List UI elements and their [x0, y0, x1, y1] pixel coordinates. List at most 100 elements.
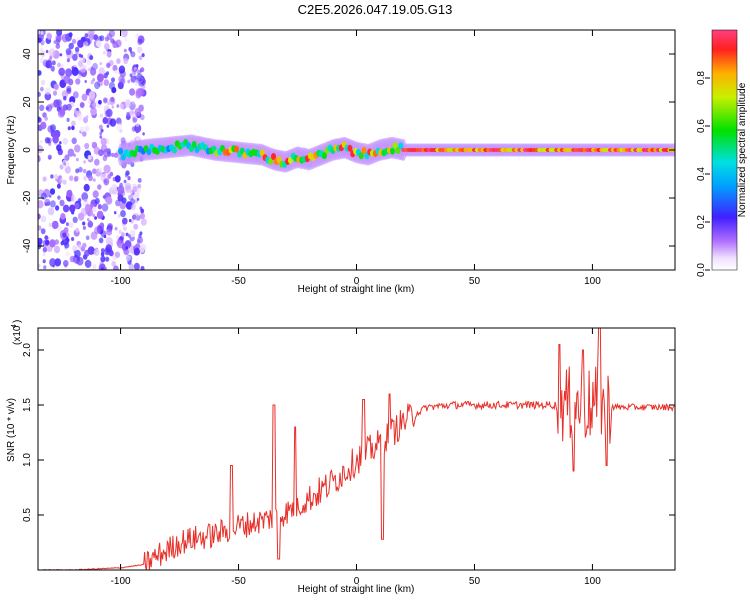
noise-cell	[94, 81, 101, 90]
noise-cell	[85, 115, 89, 119]
noise-cell	[42, 252, 46, 256]
noise-cell	[113, 265, 119, 270]
snr-ticks: -100 -50 0 50 100 0.5 1.0 1.5 2.0	[22, 328, 675, 587]
noise-cell	[114, 251, 121, 258]
noise-cell	[64, 154, 70, 161]
ridge-cell	[389, 147, 395, 155]
noise-cell	[113, 152, 119, 158]
noise-cell	[82, 168, 87, 174]
noise-cell	[111, 77, 115, 83]
noise-cell	[40, 121, 47, 130]
noise-cell	[90, 67, 97, 76]
colorbar-tick-label: 0.0	[696, 263, 707, 277]
noise-cell	[62, 179, 67, 185]
snr-xtick-label: 50	[469, 576, 481, 587]
noise-cell	[71, 120, 76, 127]
noise-cell	[50, 200, 56, 208]
noise-cell	[77, 39, 84, 48]
noise-cell	[38, 37, 42, 43]
noise-cell	[63, 260, 69, 267]
noise-cell	[55, 43, 61, 49]
heatmap-xtick-label: 100	[584, 276, 601, 287]
noise-cell	[120, 65, 124, 70]
noise-cell	[38, 213, 41, 220]
noise-cell	[86, 59, 92, 66]
noise-cell	[82, 225, 86, 230]
noise-cell	[88, 220, 92, 225]
noise-cell	[46, 104, 53, 112]
colorbar-tick-label: 0.6	[696, 119, 707, 133]
snr-xtick-label: -100	[111, 576, 131, 587]
noise-cell	[76, 107, 79, 112]
colorbar-tick-label: 0.8	[696, 71, 707, 85]
noise-cell	[93, 34, 99, 41]
noise-cell	[71, 137, 77, 145]
ridge-cell	[271, 153, 276, 160]
noise-cell	[68, 42, 74, 50]
colorbar-tick-label: 0.2	[696, 215, 707, 229]
noise-cell	[111, 152, 115, 158]
noise-cell	[39, 104, 45, 112]
scale-close-paren: )	[12, 320, 23, 323]
noise-cell	[58, 67, 66, 77]
noise-cell	[51, 220, 59, 230]
noise-cell	[52, 90, 58, 96]
noise-cell	[82, 131, 87, 137]
snr-ylabel: SNR (10 * v/v)	[6, 398, 17, 462]
noise-cell	[99, 135, 103, 139]
snr-ytick-label: 1.0	[22, 453, 33, 467]
noise-cell	[111, 260, 117, 267]
noise-cell	[103, 72, 108, 79]
noise-cell	[96, 40, 102, 48]
noise-cell	[138, 55, 143, 60]
noise-cell	[94, 226, 101, 235]
noise-cell	[140, 67, 145, 73]
noise-cell	[127, 176, 131, 181]
noise-cell	[78, 53, 82, 58]
noise-cell	[90, 107, 97, 116]
noise-cell	[139, 231, 143, 235]
ridge-cell	[276, 156, 282, 164]
noise-cell	[44, 92, 52, 101]
snr-xtick-label: 100	[584, 576, 601, 587]
noise-cell	[88, 100, 91, 104]
noise-cell	[108, 81, 115, 90]
noise-cell	[130, 190, 133, 194]
noise-cell	[114, 175, 121, 183]
noise-cell	[124, 173, 128, 178]
noise-cell	[88, 175, 93, 182]
colorbar-gradient	[711, 29, 738, 271]
ridge-cell	[358, 152, 364, 160]
heatmap-ytick-label: -20	[22, 190, 33, 205]
noise-cell	[56, 183, 61, 189]
noise-cell	[46, 137, 52, 144]
noise-cell	[82, 242, 87, 249]
noise-cell	[84, 259, 92, 268]
snr-ytick-label: 0.5	[22, 508, 33, 522]
noise-cell	[125, 232, 129, 237]
ridge-cell	[268, 157, 274, 165]
noise-cell	[72, 216, 78, 223]
noise-cell	[119, 103, 124, 110]
noise-cell	[65, 48, 72, 56]
noise-cell	[133, 67, 137, 71]
noise-cell	[44, 235, 49, 241]
noise-cell	[74, 249, 81, 258]
noise-cell	[106, 33, 113, 40]
noise-cell	[55, 205, 60, 211]
noise-cell	[102, 195, 106, 199]
noise-cell	[59, 53, 63, 57]
heatmap-xtick-label: 50	[469, 276, 481, 287]
noise-cell	[129, 73, 133, 78]
noise-cell	[68, 222, 74, 229]
noise-cell	[40, 215, 47, 223]
noise-cell	[115, 235, 120, 240]
noise-cell	[123, 57, 129, 65]
noise-cell	[63, 96, 67, 101]
noise-cell	[72, 245, 78, 252]
noise-cell	[139, 206, 143, 210]
noise-cell	[64, 241, 70, 249]
noise-cell	[87, 246, 95, 255]
noise-cell	[62, 204, 70, 213]
